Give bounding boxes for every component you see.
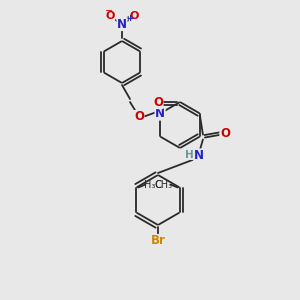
Text: O: O — [134, 110, 144, 124]
Text: Br: Br — [151, 235, 165, 248]
Text: O: O — [105, 11, 115, 21]
Text: O: O — [220, 127, 230, 140]
Text: CH₃: CH₃ — [154, 179, 172, 190]
Text: −: − — [105, 6, 113, 16]
Text: O: O — [129, 11, 139, 21]
Text: H: H — [184, 149, 193, 160]
Text: O: O — [153, 95, 163, 109]
Text: N: N — [117, 17, 127, 31]
Text: N: N — [194, 149, 204, 162]
Text: +: + — [126, 14, 133, 23]
Text: N: N — [155, 107, 165, 120]
Text: H₃C: H₃C — [143, 179, 162, 190]
